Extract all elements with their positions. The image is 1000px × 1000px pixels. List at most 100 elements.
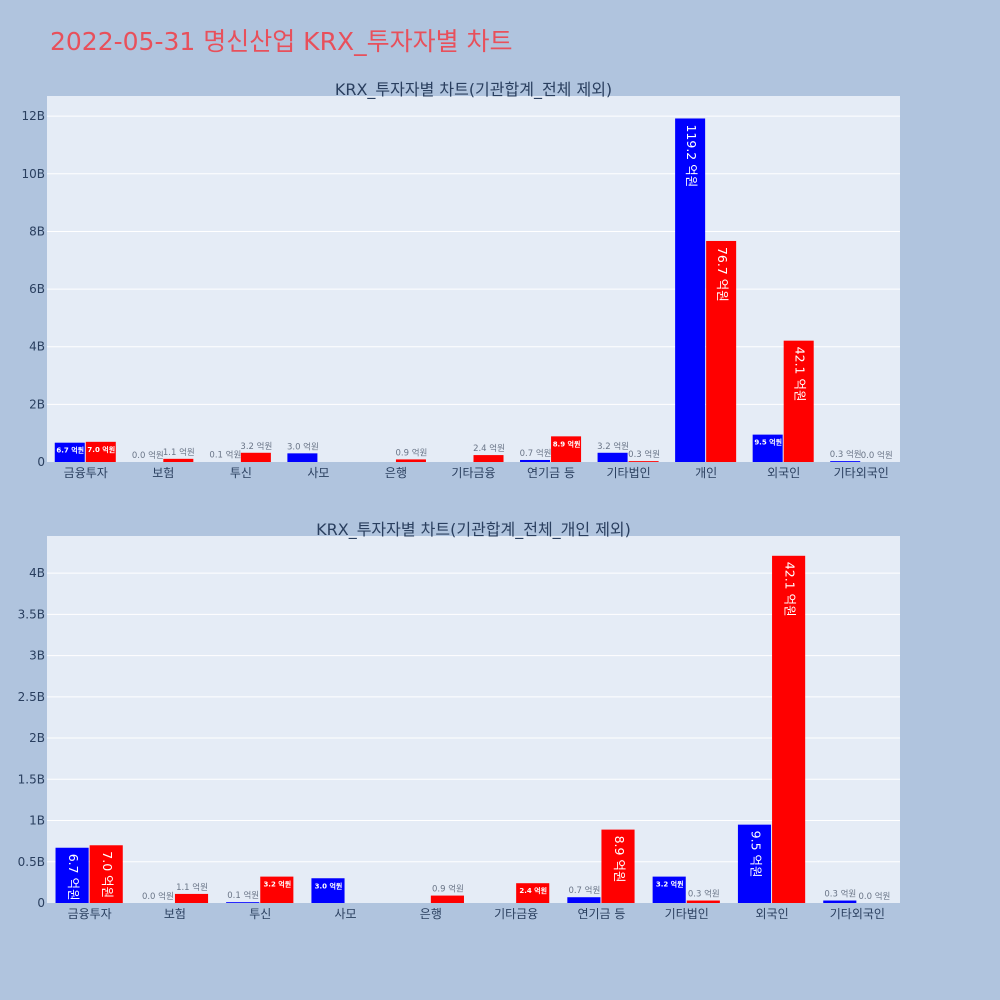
y-tick-label: 0.5B [18,855,45,869]
bar [830,461,861,462]
data-label: 42.1 억원 [783,562,798,617]
y-tick-label: 1B [29,814,45,828]
bar [737,824,772,903]
y-tick-label: 3B [29,649,45,663]
x-tick-label: 보험 [152,466,174,480]
data-label: 7.0 억원 [87,445,115,454]
x-tick-label: 기타외국인 [830,907,885,921]
data-label: 2.4 억원 [473,443,505,454]
data-label: 0.1 억원 [227,890,259,901]
data-label: 0.3 억원 [688,889,720,900]
bar [601,829,635,903]
bar [652,876,686,903]
bar [516,883,550,903]
bar [628,461,659,462]
x-tick-label: 투신 [249,907,271,921]
y-tick-label: 4B [29,340,45,354]
data-label: 0.3 억원 [824,889,856,900]
x-tick-label: 기타법인 [665,907,709,921]
data-label: 76.7 억원 [715,247,730,302]
data-label: 3.2 억원 [263,880,291,889]
data-label: 7.0 억원 [100,851,115,898]
bar [551,436,582,462]
bar [520,459,551,462]
data-label: 3.0 억원 [287,441,319,452]
y-tick-label: 0 [37,896,45,910]
bar [772,555,806,903]
bar [226,902,260,903]
x-tick-label: 외국인 [767,466,800,480]
x-tick-label: 기타법인 [607,466,651,480]
data-label: 2.4 억원 [519,886,547,895]
x-tick-label: 기타외국인 [834,466,889,480]
data-label: 0.3 억원 [628,449,660,460]
y-tick-label: 4B [29,566,45,580]
x-tick-label: 연기금 등 [577,907,625,921]
x-tick-label: 은행 [385,465,407,480]
y-tick-label: 2B [29,397,45,411]
data-label: 119.2 억원 [684,124,699,187]
x-tick-label: 사모 [335,907,357,921]
x-tick-label: 기타금융 [494,907,538,921]
bar [597,452,628,462]
bar [752,434,783,462]
bar [430,895,464,903]
bar [706,240,737,462]
data-label: 6.7 억원 [56,446,84,455]
y-tick-label: 2B [29,731,45,745]
bar [54,442,85,462]
x-tick-label: 금융투자 [64,466,108,480]
bar [823,900,857,903]
y-tick-label: 10B [21,167,45,181]
data-label: 3.2 억원 [597,441,629,452]
chart-title: KRX_투자자별 차트(기관합계_전체_개인 제외) [316,520,631,540]
top-bar-chart: KRX_투자자별 차트(기관합계_전체 제외) 0 2B 4B 6B 8B 10B 12B 금융… [21,80,900,480]
x-tick-label: 금융투자 [68,907,112,921]
bar [240,452,271,462]
x-tick-label: 연기금 등 [527,466,575,480]
data-label: 9.5 억원 [748,831,763,878]
x-tick-label: 외국인 [755,907,788,921]
y-tick-label: 6B [29,282,45,296]
x-tick-label: 은행 [420,906,442,921]
bar [163,458,194,462]
data-label: 0.3 억원 [830,449,862,460]
data-label: 0.0 억원 [858,891,890,902]
bar [174,893,209,903]
data-label: 8.9 억원 [553,439,581,448]
bar [675,118,706,463]
y-tick-label: 3.5B [18,607,45,621]
data-label: 9.5 억원 [754,438,782,447]
y-tick-label: 0 [37,455,45,469]
bottom-bar-chart: KRX_투자자별 차트(기관합계_전체_개인 제외) 0 0.5B 1B 1.5B 2B 2… [18,520,900,921]
data-label: 0.9 억원 [396,447,428,458]
chart-title: KRX_투자자별 차트(기관합계_전체 제외) [335,80,612,100]
x-tick-label: 기타금융 [451,466,495,480]
data-label: 0.0 억원 [142,891,174,902]
data-label: 3.2 억원 [656,880,684,889]
bar [311,878,345,903]
bar [783,340,814,462]
bar [567,897,601,903]
data-label: 0.7 억원 [568,885,600,896]
bar [85,441,116,462]
bar [287,453,318,462]
data-label: 3.0 억원 [315,881,343,890]
data-label: 0.9 억원 [432,884,464,895]
data-label: 0.0 억원 [861,450,893,461]
plot-area [47,96,900,462]
data-label: 1.1 억원 [163,447,195,458]
y-tick-label: 1.5B [18,772,45,786]
data-label: 1.1 억원 [176,882,208,893]
bar [55,847,89,903]
data-label: 8.9 억원 [612,836,627,883]
bar [473,455,504,462]
bar [260,876,294,903]
data-label: 0.0 억원 [132,450,164,461]
y-tick-label: 8B [29,224,45,238]
x-tick-label: 개인 [695,466,717,480]
data-label: 0.1 억원 [209,450,241,461]
data-label: 6.7 억원 [66,854,81,901]
bar [89,845,123,903]
y-tick-label: 2.5B [18,690,45,704]
